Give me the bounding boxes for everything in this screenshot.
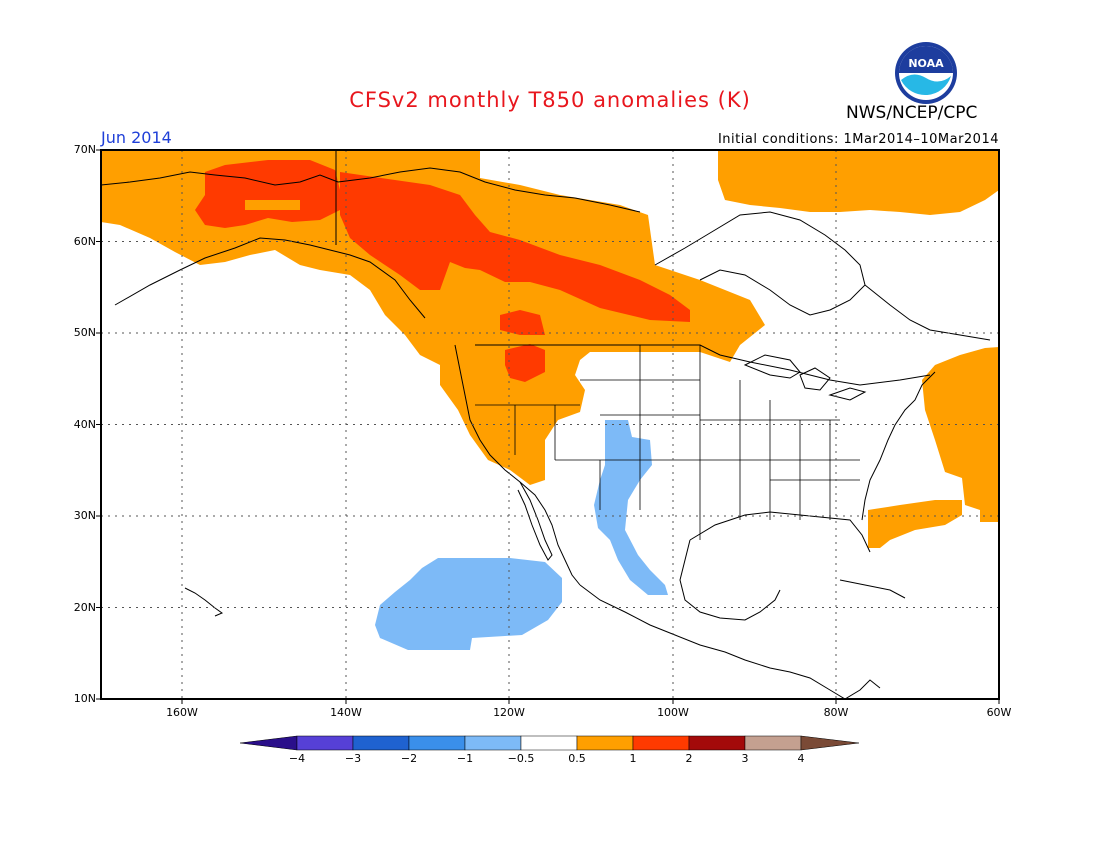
colorbar-tick-label: 1 [629,752,637,765]
agency-label: NWS/NCEP/CPC [846,103,978,123]
graticule [101,150,999,699]
colorbar-tick-label: −0.5 [507,752,535,765]
lat-label-60n: 60N [73,235,96,248]
lon-label-120w: 120W [493,706,525,719]
hawaii [184,587,224,617]
lon-label-140w: 140W [330,706,362,719]
us-east-coast [861,371,936,521]
mexico-gulf-coast [679,539,781,621]
greenland-warm-region [718,150,999,215]
labrador-coast [864,284,991,341]
cool-anomaly-regions [375,420,668,650]
lat-label-20n: 20N [73,601,96,614]
subtropical-atlantic-warm-region [868,500,962,548]
mexico-pacific-coast [579,584,846,699]
lat-label-40n: 40N [73,418,96,431]
lon-label-160w: 160W [166,706,198,719]
hudson-bay [654,211,866,316]
lon-label-80w: 80W [823,706,849,719]
noaa-logo: NOAA [895,42,957,104]
warm-anomaly-0-5-to-1-regions [101,150,999,548]
chart-title: CFSv2 monthly T850 anomalies (K) [349,88,751,112]
colorbar-tick-label: −3 [344,752,362,765]
colorbar-tick-label: 4 [797,752,805,765]
pacific-cool-region [375,558,562,650]
coastlines [101,150,991,699]
colorbar-tick-label: −1 [456,752,474,765]
lat-label-70n: 70N [73,143,96,156]
atlantic-warm-region [922,347,999,522]
colorbar-tick-label: −2 [400,752,418,765]
us-canada-border [475,344,931,386]
montana-warm-core [505,344,545,382]
axis-ticks [96,149,1000,704]
canada-warm-core [340,172,690,322]
pacific-northwest-warm-core [500,310,545,335]
state-borders [475,345,860,540]
lat-label-50n: 50N [73,326,96,339]
colorbar-tick-label: −4 [288,752,306,765]
great-lakes [743,354,867,401]
lon-label-60w: 60W [986,706,1012,719]
initial-conditions-label: Initial conditions: 1Mar2014–10Mar2014 [717,132,999,147]
baja-california [517,481,553,561]
lon-label-100w: 100W [657,706,689,719]
forecast-month-label: Jun 2014 [101,128,172,147]
colorbar-tick-label: 0.5 [568,752,586,765]
cuba [839,579,906,599]
alaska-core-gap [245,200,300,210]
alaska-coastline [101,171,339,186]
noaa-logo-text: NOAA [908,57,944,70]
central-america [844,679,881,699]
alaska-canada-warm-region [101,150,765,485]
canada-arctic-coast [337,167,641,213]
alaska-warm-core [195,160,340,228]
colorbar-tick-label: 2 [685,752,693,765]
southwest-cool-region [594,420,668,595]
lat-label-30n: 30N [73,509,96,522]
lat-label-10n: 10N [73,692,96,705]
alaska-south-coast [114,237,426,319]
colorbar-tick-label: 3 [741,752,749,765]
